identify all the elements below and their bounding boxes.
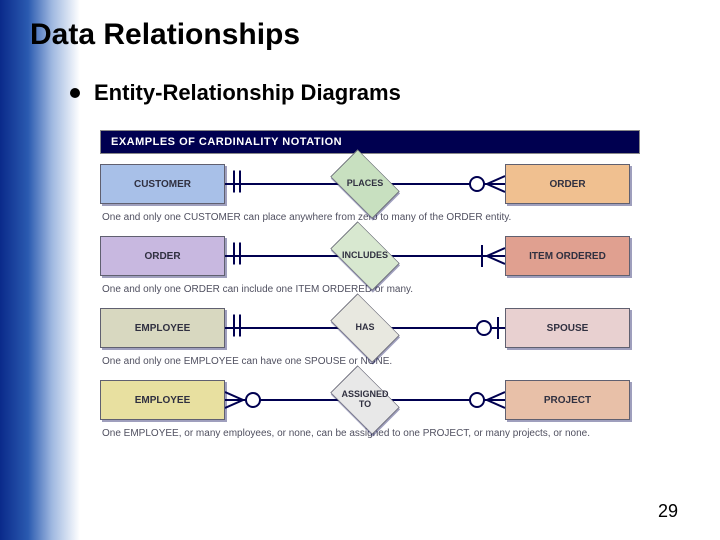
bullet-icon: [70, 88, 80, 98]
connector-left: [225, 376, 285, 424]
entity-box: CUSTOMER: [100, 164, 225, 204]
er-row: ORDER INCLUDES ITEM ORDEREDOne and only …: [100, 232, 640, 302]
er-row: EMPLOYEE HAS SPOUSEOne and only one EMPL…: [100, 304, 640, 374]
er-row: CUSTOMER PLACES ORDEROne and only one CU…: [100, 160, 640, 230]
page-title: Data Relationships: [30, 18, 300, 52]
figure-header: EXAMPLES OF CARDINALITY NOTATION: [100, 130, 640, 154]
connector-right: [445, 376, 505, 424]
relationship-diamond: INCLUDES: [285, 232, 445, 280]
entity-box: SPOUSE: [505, 308, 630, 348]
subtitle-row: Entity-Relationship Diagrams: [70, 80, 401, 106]
er-diagram-figure: EXAMPLES OF CARDINALITY NOTATION CUSTOME…: [100, 130, 640, 448]
subtitle-text: Entity-Relationship Diagrams: [94, 80, 401, 106]
entity-box: ITEM ORDERED: [505, 236, 630, 276]
entity-box: EMPLOYEE: [100, 308, 225, 348]
relationship-diamond: ASSIGNEDTO: [285, 376, 445, 424]
left-gradient-bar: [0, 0, 80, 540]
relationship-diamond: PLACES: [285, 160, 445, 208]
entity-box: EMPLOYEE: [100, 380, 225, 420]
connector-left: [225, 304, 285, 352]
entity-box: PROJECT: [505, 380, 630, 420]
er-row: EMPLOYEE ASSIGNEDTO PROJECTOne EMPLOYEE,…: [100, 376, 640, 446]
connector-left: [225, 232, 285, 280]
entity-box: ORDER: [505, 164, 630, 204]
entity-box: ORDER: [100, 236, 225, 276]
connector-right: [445, 160, 505, 208]
connector-left: [225, 160, 285, 208]
page-number: 29: [658, 501, 678, 522]
connector-right: [445, 232, 505, 280]
relationship-diamond: HAS: [285, 304, 445, 352]
connector-right: [445, 304, 505, 352]
